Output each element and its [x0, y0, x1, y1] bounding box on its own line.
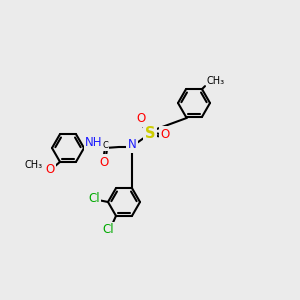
- Text: O: O: [99, 155, 109, 169]
- Text: CH₃: CH₃: [207, 76, 225, 86]
- Text: O: O: [160, 128, 169, 140]
- Text: CH₃: CH₃: [25, 160, 43, 170]
- Text: O: O: [136, 112, 146, 125]
- Text: Cl: Cl: [102, 224, 114, 236]
- Text: O: O: [45, 164, 55, 176]
- Text: Cl: Cl: [88, 191, 100, 205]
- Text: C: C: [102, 142, 108, 151]
- Text: S: S: [145, 125, 155, 140]
- Text: N: N: [128, 139, 136, 152]
- Text: NH: NH: [85, 136, 103, 148]
